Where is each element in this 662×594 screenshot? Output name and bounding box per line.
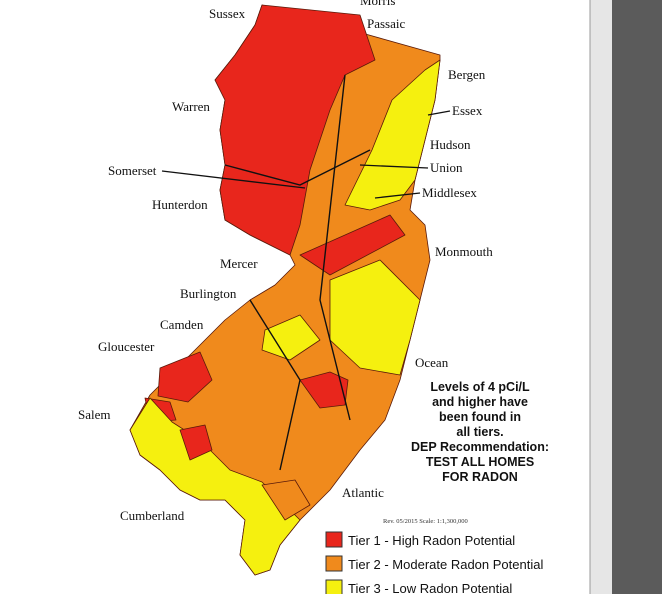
county-label: Camden [160,317,204,332]
note-line: TEST ALL HOMES [426,455,534,469]
leader-line [427,110,451,116]
legend-label: Tier 1 - High Radon Potential [348,533,515,548]
county-label: Hudson [430,137,471,152]
county-label: Bergen [448,67,486,82]
county-border [249,299,301,471]
county-border [319,74,351,421]
note-line: been found in [439,410,521,424]
county-label: Gloucester [98,339,155,354]
tier-1-region [157,351,213,403]
county-label: Union [430,160,463,175]
county-label: Monmouth [435,244,493,259]
county-label: Middlesex [422,185,477,200]
leader-line [359,164,429,169]
leader-lines [161,110,451,199]
county-labels: Sussex Morris Passaic Bergen Warren Esse… [78,0,493,523]
scrollbar-area [612,0,662,594]
county-label: Essex [452,103,483,118]
tier-3-region [261,314,321,361]
county-label: Warren [172,99,210,114]
note-line: Levels of 4 pCi/L [430,380,530,394]
tier-3-region [329,259,421,376]
note-line: all tiers. [456,425,503,439]
county-label: Atlantic [342,485,384,500]
county-label: Cumberland [120,508,185,523]
note-line: FOR RADON [442,470,518,484]
tier-1-region [299,214,406,276]
county-label: Hunterdon [152,197,208,212]
note-line: and higher have [432,395,528,409]
tier-1-region [179,424,213,461]
revision-note: Rev. 05/2015 Scale: 1:1,300,000 [383,518,468,525]
county-border [224,149,371,186]
legend-label: Tier 3 - Low Radon Potential [348,581,512,594]
county-label: Ocean [415,355,449,370]
legend-swatch [325,579,343,594]
legend-label: Tier 2 - Moderate Radon Potential [348,557,543,572]
tier-1-region [299,371,349,409]
legend-swatch [325,555,343,572]
county-label: Somerset [108,163,157,178]
leader-line [161,170,306,189]
legend-swatch [325,531,343,548]
note: Levels of 4 pCi/L and higher have been f… [411,380,549,484]
county-label: Salem [78,407,111,422]
county-label: Mercer [220,256,258,271]
leader-line [374,192,421,199]
note-line: DEP Recommendation: [411,440,549,454]
tier-3-region [344,59,441,211]
new-jersey-map [129,4,441,576]
legend: Tier 1 - High Radon Potential Tier 2 - M… [325,531,543,594]
county-label: Sussex [209,6,246,21]
county-label: Morris [360,0,395,8]
county-label: Passaic [367,16,406,31]
tier-2-region [261,479,311,521]
page-margin [590,0,612,594]
county-label: Burlington [180,286,237,301]
